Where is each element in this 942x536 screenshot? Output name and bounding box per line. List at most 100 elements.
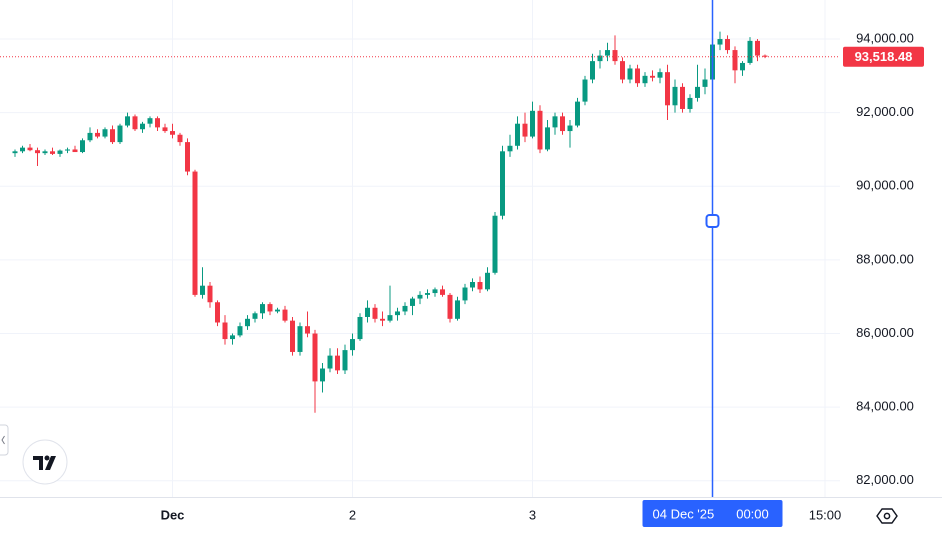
candle-body	[102, 129, 108, 137]
candle-body	[620, 61, 625, 80]
candle-body	[215, 302, 220, 323]
candle-body	[530, 110, 535, 137]
x-tick-label: 2	[349, 507, 356, 522]
last-price-box	[843, 46, 924, 67]
candle-body	[342, 350, 348, 371]
candle-body	[327, 355, 333, 369]
candle-body	[672, 86, 678, 106]
candle-body	[267, 304, 273, 312]
candle-body	[410, 298, 415, 306]
candle-body	[665, 72, 670, 106]
candle-body	[95, 132, 100, 137]
candle-body	[425, 293, 430, 295]
candle-body	[635, 68, 640, 84]
x-tick-label: 3	[529, 507, 536, 522]
candle-body	[650, 75, 655, 78]
candle-body	[387, 315, 393, 321]
candle-body	[80, 140, 85, 153]
candle-body	[177, 134, 183, 143]
candle-body	[440, 289, 445, 295]
candle-body	[402, 305, 408, 312]
candle-body	[357, 316, 363, 340]
candle-body	[125, 116, 130, 126]
candle-body	[477, 282, 483, 290]
candle-body	[35, 150, 40, 154]
candle-body	[65, 149, 70, 151]
candle-body	[590, 61, 595, 80]
collapse-arrow	[1, 435, 5, 445]
candle-body	[485, 272, 490, 290]
logo[interactable]	[22, 439, 68, 485]
y-tick-label: 94,000.00	[856, 30, 914, 45]
candle-body	[582, 79, 588, 102]
y-tick-label: 92,000.00	[856, 104, 914, 119]
y-tick-label: 90,000.00	[856, 178, 914, 193]
candle-body	[12, 151, 18, 154]
candle-body	[50, 151, 55, 154]
candle-body	[275, 309, 280, 312]
candle-body	[552, 116, 558, 128]
candle-body	[612, 50, 618, 62]
candle-body	[260, 304, 265, 314]
candle-body	[507, 145, 513, 152]
candle-body	[627, 68, 633, 80]
candle-body	[522, 123, 528, 137]
x-tick-label: Dec	[161, 507, 185, 522]
y-tick-label: 86,000.00	[856, 325, 914, 340]
candle-body	[170, 131, 175, 135]
last-price-label: 93,518.48	[855, 49, 913, 64]
candle-body	[372, 307, 378, 319]
candle-body	[725, 39, 730, 51]
candle-body	[642, 75, 648, 84]
candle-body	[305, 326, 310, 334]
candle-body	[657, 72, 663, 78]
candle-body	[537, 110, 543, 150]
candle-body	[560, 116, 565, 132]
candle-body	[500, 151, 505, 216]
candle-body	[747, 40, 753, 63]
candle-body	[237, 326, 243, 336]
candle-body	[72, 149, 78, 153]
candle-body	[222, 322, 228, 340]
candle-body	[462, 287, 468, 301]
candle-body	[717, 39, 723, 45]
candle-body	[290, 320, 295, 352]
collapse-tab[interactable]	[0, 424, 9, 456]
overlay: 93,518.48 04 Dec '25 00:00	[0, 0, 924, 527]
y-tick-label: 82,000.00	[856, 472, 914, 487]
candle-body	[87, 132, 93, 141]
candle-body	[297, 326, 303, 352]
candle-body	[732, 50, 738, 71]
grid: 82,000.00 84,000.00 86,000.00 88,000.00 90,0…	[0, 0, 942, 522]
candle-body	[207, 285, 213, 303]
candle-body	[185, 142, 190, 172]
candle-body	[57, 150, 63, 154]
candle-body	[110, 129, 115, 143]
candle-body	[575, 101, 580, 126]
candle-body	[312, 333, 318, 382]
candle-body	[515, 123, 520, 146]
candle-body	[545, 127, 550, 150]
candle-body	[365, 307, 370, 317]
candle-body	[755, 40, 760, 56]
settings-icon[interactable]	[876, 508, 898, 524]
candle-body	[117, 125, 123, 143]
candle-body	[417, 294, 423, 299]
crosshair-label-box	[642, 500, 783, 527]
candle-body	[492, 215, 498, 273]
candle-body	[597, 55, 603, 62]
candle-body	[702, 79, 708, 87]
y-tick-label: 88,000.00	[856, 251, 914, 266]
candle-body	[455, 300, 460, 319]
candle-body	[320, 368, 325, 382]
candle-body	[695, 86, 700, 98]
candles	[12, 31, 768, 413]
candle-body	[252, 313, 258, 319]
candle-body	[162, 127, 168, 132]
candle-body	[447, 294, 453, 319]
candle-body	[567, 125, 573, 132]
candle-body	[132, 116, 138, 130]
candle-body	[687, 97, 693, 109]
